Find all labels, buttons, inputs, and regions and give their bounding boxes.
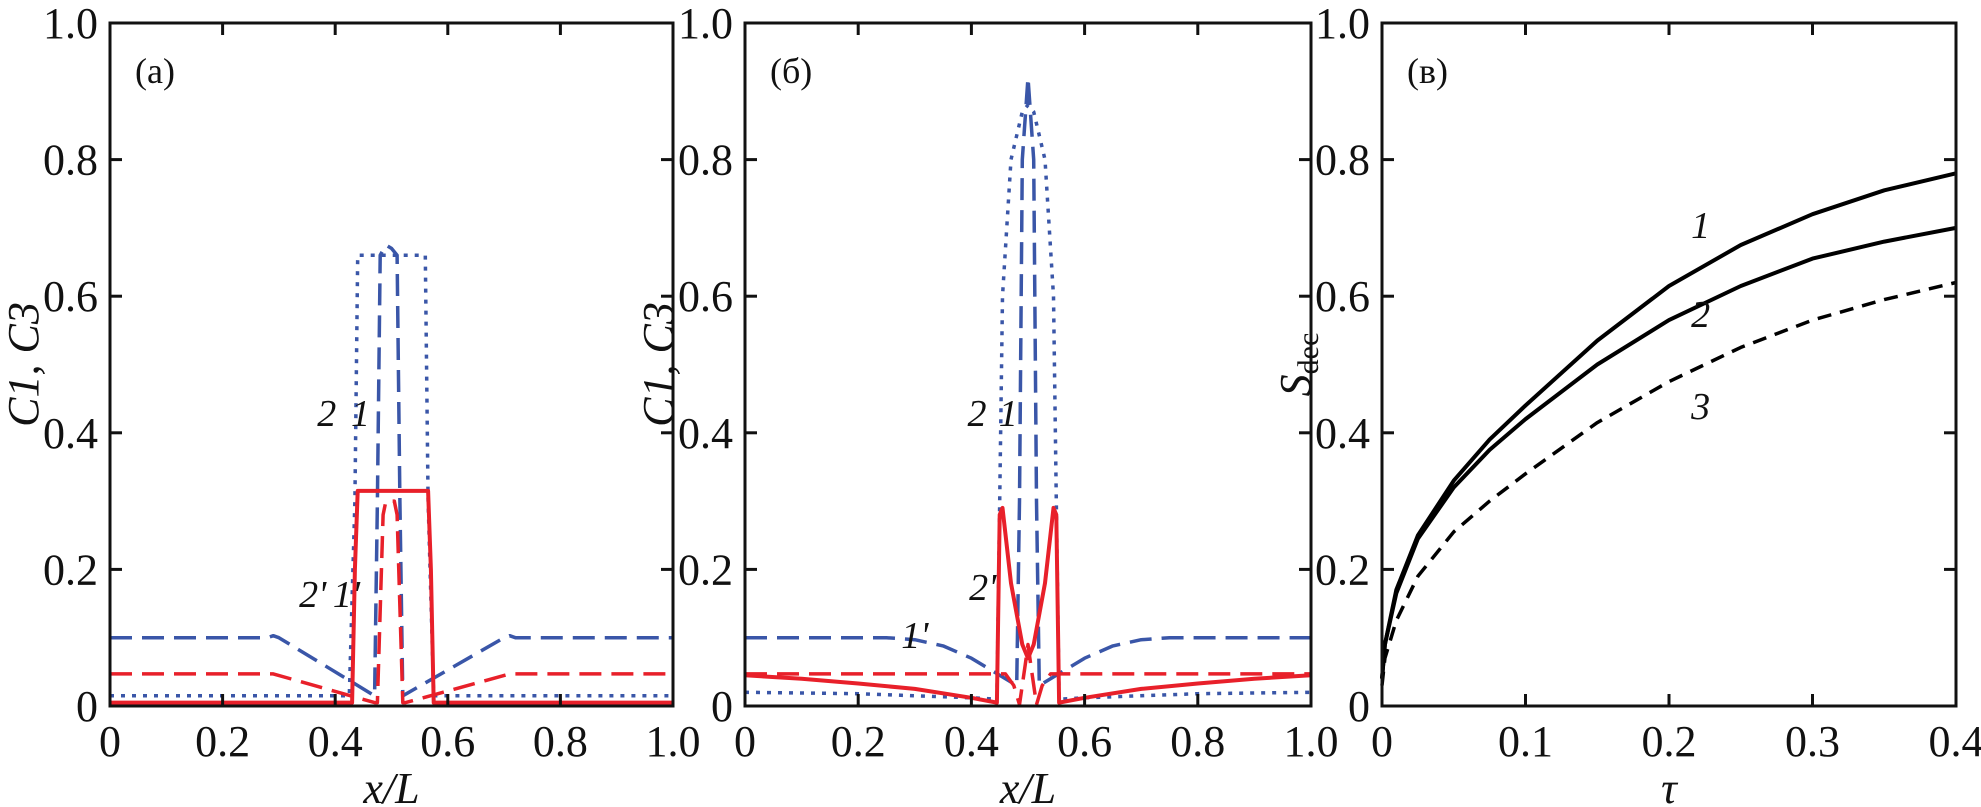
curve-label: 2' [299,574,327,616]
y-tick-label: 0.8 [43,136,98,185]
y-tick-label: 0.2 [1315,545,1370,594]
x-axis-title: x/L [362,764,419,807]
panel-label: (б) [770,51,812,91]
x-tick-label: 0.1 [1498,717,1553,766]
panel-label: (a) [135,51,175,91]
curve-label: 2 [317,393,336,435]
y-axis-title-main: S [1271,374,1320,396]
x-tick-label: 0.8 [1170,717,1225,766]
series-line-1prime [745,642,1311,707]
series-line-2prime [110,488,673,705]
panel-2: 0 0.2 0.4 0.6 0.8 1.000.20.40.60.81.0x/LC1, C… [634,0,1339,807]
y-tick-label: 1.0 [678,0,733,48]
series-line-3 [1380,280,1957,686]
y-tick-label: 0 [711,682,733,731]
y-tick-label: 1.0 [43,0,98,48]
x-tick-label: 0.4 [1929,717,1981,766]
x-tick-label: 0 [734,717,756,766]
series-line-1prime [110,499,673,705]
plot-frame [108,21,675,708]
curve-label: 2 [968,393,987,435]
curve-label: 1 [1691,205,1710,247]
y-tick-label: 0.8 [678,136,733,185]
y-axis-title: Sdec [1271,333,1325,397]
x-tick-label: 0.2 [831,717,886,766]
series-line-1 [745,75,1311,688]
x-tick-label: 0.4 [944,717,999,766]
series-line-2 [110,253,673,698]
x-tick-label: 0.3 [1785,717,1840,766]
x-tick-label: 0.6 [420,717,475,766]
panel-label: (в) [1407,51,1448,91]
y-axis-title-subscript: dec [1292,333,1325,375]
y-tick-label: 0.2 [678,545,733,594]
y-tick-label: 0.6 [678,272,733,321]
series-line-2 [744,103,1312,701]
y-tick-label: 0.8 [1315,136,1370,185]
curve-label: 1 [351,393,370,435]
curve-label: 2' [969,567,997,609]
y-axis-title: C1, C3 [634,302,683,427]
y-axis-title: C1, C3 [0,302,48,427]
plot-frame [743,21,1313,708]
x-axis-title: τ [1661,764,1679,807]
series-line-2 [1380,225,1957,679]
x-tick-label: 1.0 [646,717,701,766]
x-tick-label: 0.6 [1057,717,1112,766]
series-line-1 [1380,171,1957,679]
y-tick-label: 1.0 [1315,0,1370,48]
y-tick-label: 0.4 [678,409,733,458]
curve-label: 1' [901,615,929,657]
y-tick-label: 0.6 [1315,272,1370,321]
y-tick-label: 0.2 [43,545,98,594]
panel-1: 0 0.2 0.4 0.6 0.8 1.0 0 0.2 0.4 0.6 0.8 1.0 x/L C1, C… [0,0,701,807]
x-tick-label: 0.8 [533,717,588,766]
y-tick-label: 0 [1348,682,1370,731]
x-tick-label: 1.0 [1284,717,1339,766]
panel-3: 0 0.1 0.2 0.3 0.4 0 0.2 0.4 0.6 0.8 1.0 τ Sdec (в) 1 2 3 [1271,0,1981,807]
series-line-2prime [744,505,1312,705]
x-tick-label: 0 [99,717,121,766]
x-axis-title: x/L [999,764,1056,807]
y-tick-label: 0.4 [1315,409,1370,458]
x-tick-label: 0 [1371,717,1393,766]
curve-label: 1 [999,393,1018,435]
x-tick-label: 0.2 [195,717,250,766]
curve-label: 2 [1691,294,1710,336]
curve-label: 1' [333,574,361,616]
plot-frame [1380,21,1958,708]
curve-label: 3 [1690,386,1710,428]
y-tick-label: 0.6 [43,272,98,321]
y-tick-label: 0.4 [43,409,98,458]
x-tick-label: 0.4 [308,717,363,766]
y-tick-label: 0 [76,682,98,731]
x-tick-label: 0.2 [1642,717,1697,766]
series-line-1 [110,243,673,698]
